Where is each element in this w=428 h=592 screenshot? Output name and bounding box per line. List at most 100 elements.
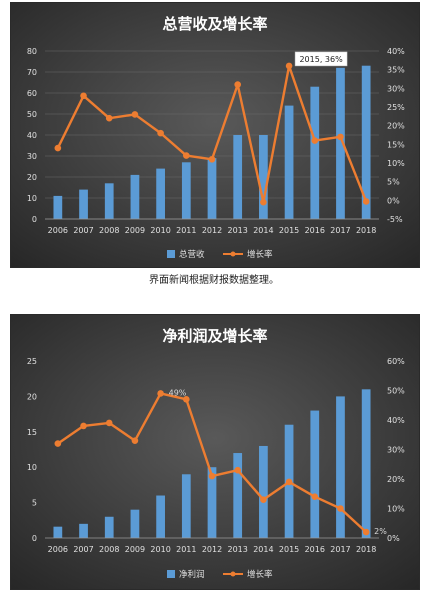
revenue-bar	[336, 396, 345, 538]
x-axis-tick-label: 2014	[253, 545, 273, 554]
legend-line-label: 增长率	[247, 249, 273, 260]
right-axis-tick-label: 50%	[387, 387, 405, 396]
left-axis-tick-label: 5	[32, 499, 37, 508]
left-axis-tick-label: 80	[27, 47, 37, 56]
growth-rate-point	[208, 472, 216, 480]
revenue-chart: 总营收及增长率 0 10 20 30 40 50 60 70 80 -5% 0% 5% 10% 15% 20%…	[11, 3, 419, 267]
growth-rate-point	[362, 198, 370, 205]
legend-line-marker	[230, 571, 236, 577]
growth-rate-point	[131, 111, 139, 118]
x-axis-tick-label: 2015	[279, 226, 299, 235]
left-axis-tick-label: 10	[27, 463, 37, 472]
x-axis-tick-label: 2009	[125, 545, 145, 554]
left-axis-tick-label: 20	[27, 173, 37, 182]
growth-rate-point	[285, 62, 293, 70]
revenue-bar	[207, 158, 217, 219]
right-axis-tick-label: 35%	[387, 66, 405, 75]
x-axis-tick-label: 2008	[99, 545, 119, 554]
revenue-bar	[181, 162, 191, 219]
revenue-bar	[361, 65, 371, 219]
revenue-bar	[310, 86, 320, 219]
right-axis-tick-label: 40%	[387, 416, 405, 425]
growth-rate-point	[105, 114, 113, 122]
revenue-bar	[156, 168, 165, 219]
left-axis-tick-label: 70	[27, 68, 37, 77]
x-axis-tick-label: 2012	[202, 226, 222, 235]
annotation-box	[294, 51, 348, 67]
legend-bar-label: 总营收	[179, 249, 205, 260]
revenue-bar	[259, 445, 268, 538]
data-label: 49%	[169, 388, 187, 397]
legend-line-label: 增长率	[247, 569, 273, 580]
revenue-bar	[53, 526, 63, 538]
x-axis-tick-label: 2007	[73, 226, 93, 235]
x-axis-tick-label: 2010	[150, 545, 170, 554]
x-axis-tick-label: 2018	[356, 226, 376, 235]
x-axis-tick-label: 2014	[253, 226, 273, 235]
revenue-bar	[79, 189, 88, 219]
left-axis-tick-label: 50	[27, 110, 37, 119]
right-axis-tick-label: 10%	[387, 159, 405, 168]
right-axis-tick-label: 60%	[387, 357, 405, 366]
growth-rate-point	[311, 137, 319, 144]
revenue-bar	[156, 495, 165, 538]
right-axis-tick-label: 5%	[387, 178, 400, 187]
growth-rate-point	[80, 92, 87, 100]
x-axis-tick-label: 2006	[48, 545, 68, 554]
annotation-label: 2015, 36%	[299, 55, 343, 64]
left-axis-tick-label: 25	[27, 357, 37, 366]
right-axis-tick-label: 40%	[387, 47, 405, 56]
right-axis-tick-label: 20%	[387, 475, 405, 484]
right-axis-tick-label: 0%	[387, 534, 400, 543]
left-axis-tick-label: 10	[27, 194, 37, 203]
revenue-bar	[53, 195, 63, 219]
revenue-bar	[259, 135, 268, 219]
right-axis-tick-label: 30%	[387, 446, 405, 455]
revenue-bar	[104, 516, 114, 538]
growth-rate-point	[260, 198, 267, 206]
revenue-bar	[284, 105, 294, 219]
left-axis-tick-label: 30	[27, 152, 37, 161]
right-axis-tick-label: 15%	[387, 140, 405, 149]
growth-rate-point	[105, 419, 113, 427]
right-axis-tick-label: -5%	[387, 215, 403, 224]
x-axis-tick-label: 2016	[305, 226, 325, 235]
revenue-bar	[79, 523, 88, 538]
revenue-bar	[310, 410, 320, 538]
x-axis-tick-label: 2008	[99, 226, 119, 235]
left-axis-tick-label: 40	[27, 131, 37, 140]
growth-rate-point	[80, 422, 87, 430]
growth-rate-point	[234, 466, 241, 474]
left-axis-tick-label: 0	[32, 215, 37, 224]
growth-rate-point	[183, 152, 190, 159]
revenue-bar	[130, 509, 140, 538]
growth-rate-point	[337, 505, 344, 512]
growth-rate-point	[157, 129, 164, 137]
chart-title: 总营收及增长率	[162, 15, 267, 33]
growth-rate-point	[208, 155, 216, 163]
revenue-bar	[130, 174, 140, 219]
legend-bar-swatch	[167, 570, 175, 578]
x-axis-tick-label: 2015	[279, 545, 299, 554]
revenue-bar	[361, 389, 371, 538]
x-axis-tick-label: 2011	[176, 226, 196, 235]
x-axis-tick-label: 2018	[356, 545, 376, 554]
x-axis-tick-label: 2012	[202, 545, 222, 554]
x-axis-tick-label: 2011	[176, 545, 196, 554]
right-axis-tick-label: 10%	[387, 505, 405, 514]
left-axis-tick-label: 15	[27, 428, 37, 437]
growth-rate-point	[311, 493, 319, 500]
left-axis-tick-label: 60	[27, 89, 37, 98]
revenue-bar	[207, 467, 217, 538]
revenue-bar	[181, 474, 191, 538]
left-axis-tick-label: 20	[27, 392, 37, 401]
growth-rate-point	[362, 528, 370, 536]
growth-rate-point	[260, 496, 267, 503]
growth-rate-point	[337, 133, 344, 141]
growth-rate-point	[234, 81, 241, 88]
legend-bar-label: 净利润	[179, 569, 205, 580]
right-axis-tick-label: 25%	[387, 103, 405, 112]
growth-rate-point	[157, 390, 164, 397]
chart-background	[11, 315, 419, 589]
x-axis-tick-label: 2017	[330, 545, 350, 554]
